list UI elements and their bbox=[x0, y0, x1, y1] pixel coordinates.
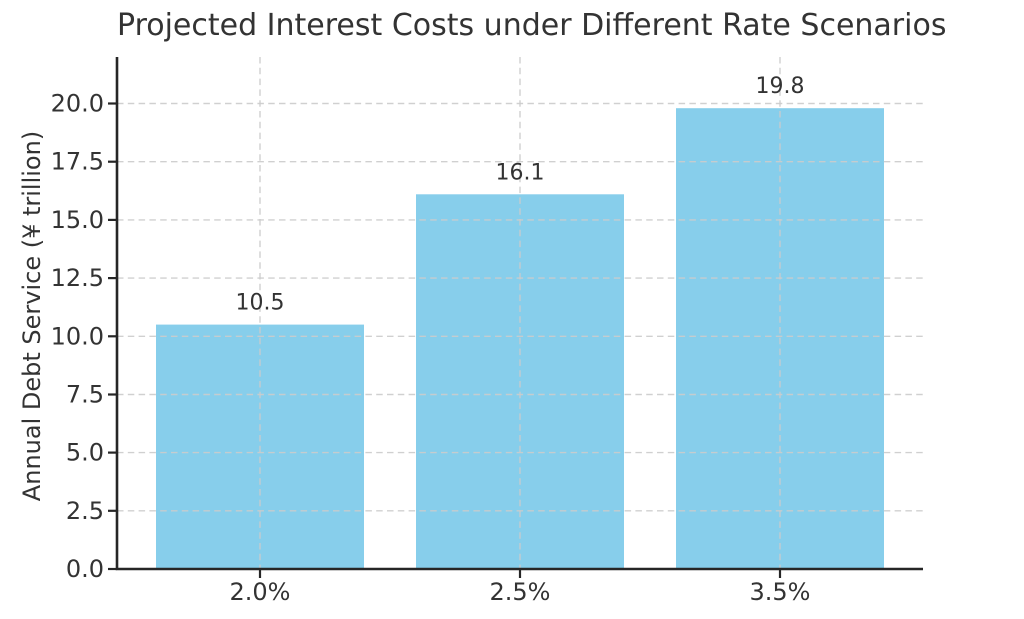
x-tick-label-1: 2.5% bbox=[490, 578, 551, 606]
value-label-1: 16.1 bbox=[496, 160, 545, 185]
y-tick-label-2: 5.0 bbox=[66, 439, 104, 467]
y-tick-label-4: 10.0 bbox=[51, 322, 104, 350]
value-label-0: 10.5 bbox=[236, 291, 285, 316]
y-tick-label-1: 2.5 bbox=[66, 497, 104, 525]
y-tick-label-0: 0.0 bbox=[66, 555, 104, 583]
y-tick-label-5: 12.5 bbox=[51, 264, 104, 292]
y-tick-label-3: 7.5 bbox=[66, 381, 104, 409]
chart-title: Projected Interest Costs under Different… bbox=[117, 8, 947, 43]
y-tick-label-6: 15.0 bbox=[51, 206, 104, 234]
value-label-2: 19.8 bbox=[756, 74, 805, 99]
x-tick-label-2: 3.5% bbox=[750, 578, 811, 606]
y-tick-label-7: 17.5 bbox=[51, 148, 104, 176]
x-tick-label-0: 2.0% bbox=[230, 578, 291, 606]
y-tick-label-8: 20.0 bbox=[51, 90, 104, 118]
